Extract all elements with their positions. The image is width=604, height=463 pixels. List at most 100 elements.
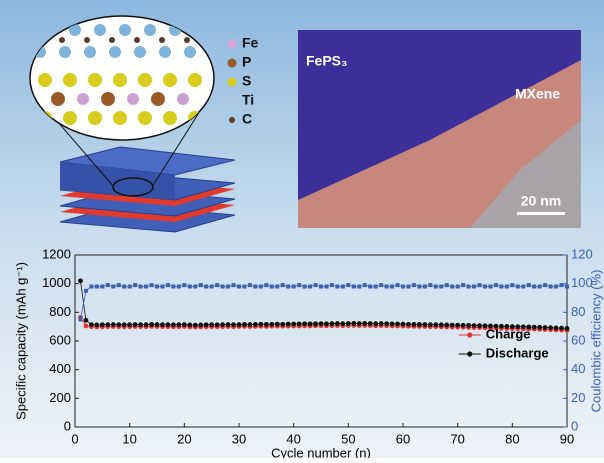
marker xyxy=(538,285,542,289)
marker xyxy=(182,283,186,287)
tem-label: FePS₃ xyxy=(306,53,348,69)
marker xyxy=(456,285,460,289)
marker xyxy=(472,323,477,328)
marker xyxy=(286,285,290,289)
marker xyxy=(78,278,83,283)
marker xyxy=(100,322,105,327)
marker xyxy=(215,322,220,327)
marker xyxy=(264,283,268,287)
marker xyxy=(133,322,138,327)
legend-label: Discharge xyxy=(486,345,549,360)
marker xyxy=(150,283,154,287)
x-tick-label: 10 xyxy=(122,431,136,446)
marker xyxy=(554,285,558,289)
marker xyxy=(281,283,285,287)
marker xyxy=(439,322,444,327)
marker xyxy=(390,321,395,326)
marker xyxy=(319,285,323,289)
marker xyxy=(111,322,116,327)
marker xyxy=(466,323,471,328)
marker xyxy=(215,283,219,287)
marker xyxy=(210,285,214,289)
legend-marker xyxy=(467,332,472,337)
marker xyxy=(363,283,367,287)
marker xyxy=(379,283,383,287)
marker xyxy=(368,285,372,289)
marker xyxy=(314,283,318,287)
marker xyxy=(204,285,208,289)
marker xyxy=(193,323,198,328)
marker xyxy=(313,321,318,326)
marker xyxy=(253,285,257,289)
marker xyxy=(543,325,548,330)
marker xyxy=(187,323,192,328)
marker xyxy=(248,283,252,287)
x-tick-label: 80 xyxy=(505,431,519,446)
marker xyxy=(406,322,411,327)
marker xyxy=(335,321,340,326)
marker xyxy=(417,322,422,327)
marker xyxy=(292,285,296,289)
tem-label: MXene xyxy=(515,86,560,102)
marker xyxy=(122,322,127,327)
marker xyxy=(177,285,181,289)
marker xyxy=(516,285,520,289)
marker xyxy=(291,322,296,327)
atom-label: C xyxy=(242,111,252,127)
marker xyxy=(253,322,258,327)
x-tick-label: 90 xyxy=(560,431,574,446)
marker xyxy=(188,285,192,289)
marker xyxy=(499,285,503,289)
marker xyxy=(94,323,99,328)
marker xyxy=(160,285,164,289)
marker xyxy=(95,285,99,289)
figure: Fe P S Ti C FePS₃ MXene 20 nm 0102030405… xyxy=(0,0,604,458)
marker xyxy=(461,283,465,287)
marker xyxy=(478,283,482,287)
marker xyxy=(428,283,432,287)
marker xyxy=(477,323,482,328)
x-tick-label: 70 xyxy=(450,431,464,446)
marker xyxy=(543,283,547,287)
marker xyxy=(368,321,373,326)
marker xyxy=(122,285,126,289)
marker xyxy=(450,323,455,328)
marker xyxy=(384,321,389,326)
marker xyxy=(221,285,225,289)
marker xyxy=(510,283,514,287)
y2-tick-label: 120 xyxy=(571,246,593,261)
marker xyxy=(127,322,132,327)
marker xyxy=(417,285,421,289)
marker xyxy=(406,285,410,289)
y2-tick-label: 60 xyxy=(571,332,585,347)
x-tick-label: 30 xyxy=(232,431,246,446)
marker xyxy=(346,321,351,326)
marker xyxy=(505,285,509,289)
marker xyxy=(286,322,291,327)
marker xyxy=(461,323,466,328)
marker xyxy=(445,283,449,287)
marker xyxy=(303,285,307,289)
marker xyxy=(171,285,175,289)
marker xyxy=(439,285,443,289)
x-axis-label: Cycle number (n) xyxy=(271,445,371,458)
x-tick-label: 60 xyxy=(396,431,410,446)
marker xyxy=(144,322,149,327)
marker xyxy=(182,322,187,327)
y2-tick-label: 80 xyxy=(571,304,585,319)
marker xyxy=(100,285,104,289)
marker xyxy=(379,321,384,326)
marker xyxy=(166,283,170,287)
marker xyxy=(396,283,400,287)
marker xyxy=(422,322,427,327)
marker xyxy=(133,283,137,287)
marker xyxy=(128,285,132,289)
marker xyxy=(204,322,209,327)
atom-label: Fe xyxy=(242,35,259,51)
y-tick-label: 600 xyxy=(49,332,71,347)
marker xyxy=(340,321,345,326)
marker xyxy=(450,285,454,289)
marker xyxy=(78,318,82,322)
marker xyxy=(395,322,400,327)
marker xyxy=(351,321,356,326)
